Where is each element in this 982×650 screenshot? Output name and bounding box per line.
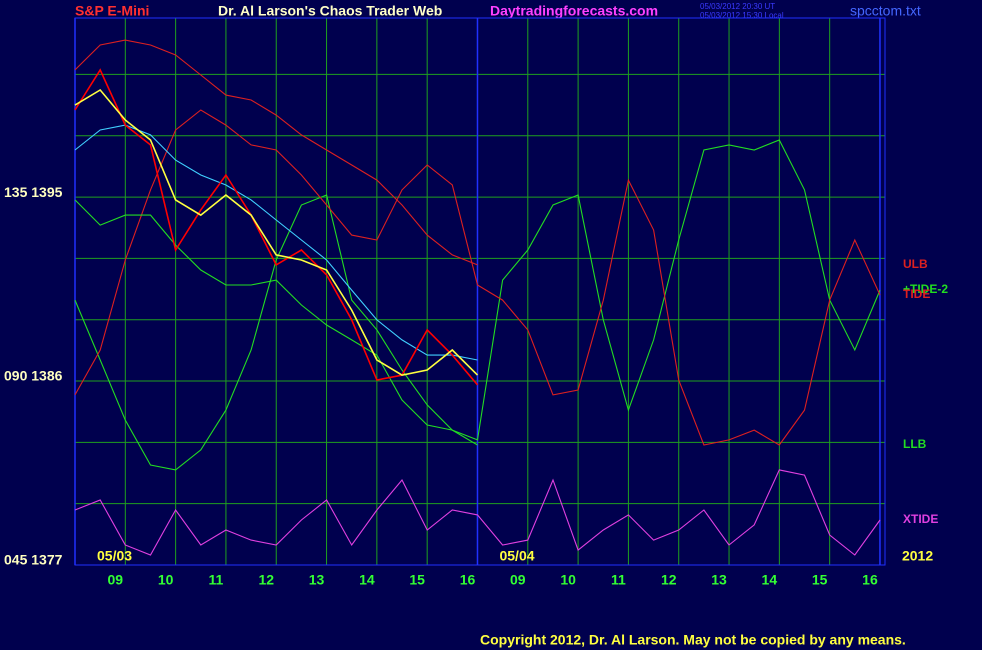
x-tick-label: 12 xyxy=(258,572,274,588)
x-tick-label: 09 xyxy=(510,572,526,588)
series-line xyxy=(74,68,479,386)
series-line xyxy=(74,124,478,361)
x-tick-label: 14 xyxy=(762,572,778,588)
y-tick-label: 135 1395 xyxy=(4,184,63,200)
x-tick-label: 13 xyxy=(309,572,325,588)
x-tick-label: 14 xyxy=(359,572,375,588)
x-tick-label: 15 xyxy=(812,572,828,588)
series-label: ULB xyxy=(903,257,928,271)
x-tick-label: 09 xyxy=(108,572,124,588)
y-tick-label: 090 1386 xyxy=(4,368,63,384)
x-tick-label: 11 xyxy=(209,572,224,588)
date-label: 05/04 xyxy=(499,548,534,564)
website: Daytradingforecasts.com xyxy=(490,3,658,19)
filename: spcctom.txt xyxy=(850,3,921,19)
date-label: 05/03 xyxy=(97,548,132,564)
series-line xyxy=(74,469,881,556)
timestamp: 05/03/2012 15:30 Local xyxy=(700,11,784,20)
x-tick-label: 11 xyxy=(611,572,626,588)
series-line xyxy=(74,88,479,376)
series-label: XTIDE xyxy=(903,512,938,526)
x-tick-label: 16 xyxy=(460,572,476,588)
timestamp: 05/03/2012 20:30 UT xyxy=(700,2,775,11)
series-label: +TIDE-2 xyxy=(903,282,948,296)
y-tick-label: 045 1377 xyxy=(4,552,63,568)
series-label: TIDE xyxy=(903,287,930,301)
series-line xyxy=(74,39,478,266)
series-line xyxy=(74,139,881,471)
copyright: Copyright 2012, Dr. Al Larson. May not b… xyxy=(480,632,906,648)
series-line xyxy=(74,199,478,446)
chart-subtitle: Dr. Al Larson's Chaos Trader Web xyxy=(218,3,442,19)
series-line xyxy=(74,109,881,446)
date-label: 2012 xyxy=(902,548,933,564)
x-tick-label: 10 xyxy=(560,572,576,588)
x-tick-label: 16 xyxy=(862,572,878,588)
chart-title: S&P E-Mini xyxy=(75,3,149,19)
x-tick-label: 15 xyxy=(409,572,425,588)
x-tick-label: 10 xyxy=(158,572,174,588)
x-tick-label: 12 xyxy=(661,572,677,588)
series-label: LLB xyxy=(903,437,927,451)
x-tick-label: 13 xyxy=(711,572,727,588)
